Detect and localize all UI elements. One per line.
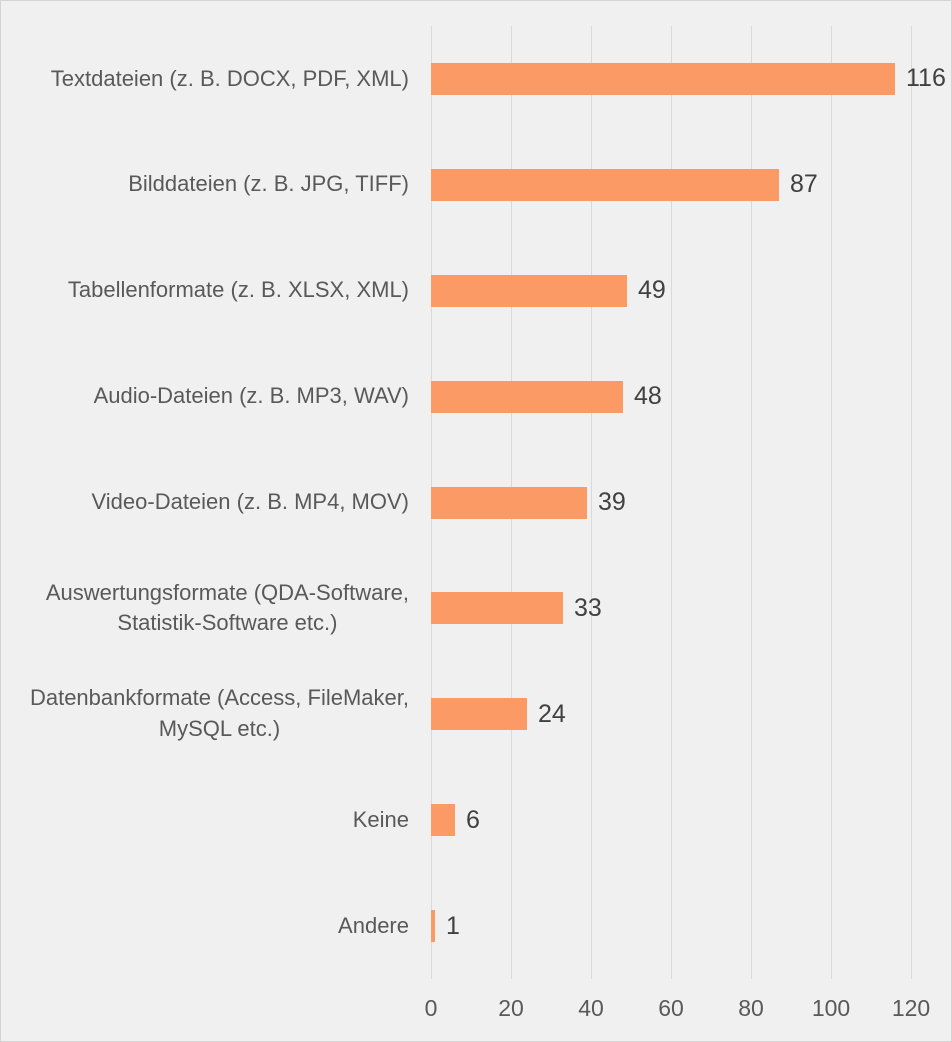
bar [431, 592, 563, 625]
chart-row: Andere 1 [1, 873, 951, 979]
category-label: Auswertungsformate (QDA-Software, Statis… [45, 579, 409, 636]
x-tick-label: 20 [498, 995, 524, 1021]
chart-row: Auswertungsformate (QDA-Software, Statis… [1, 555, 951, 661]
category-label-cell: Tabellenformate (z. B. XLSX, XML) [1, 275, 431, 306]
bar-track: 49 [431, 238, 951, 344]
bar [431, 274, 627, 307]
bar-track: 33 [431, 555, 951, 661]
bar-track: 87 [431, 132, 951, 238]
value-label: 87 [790, 170, 818, 199]
gridline [911, 26, 912, 979]
gridline [671, 26, 672, 979]
chart-row: Datenbankformate (Access, FileMaker, MyS… [1, 661, 951, 767]
value-label: 33 [574, 593, 602, 622]
value-label: 6 [466, 805, 480, 834]
bar [431, 910, 435, 943]
category-label: Video-Dateien (z. B. MP4, MOV) [91, 489, 410, 515]
value-label: 49 [638, 276, 666, 305]
category-label: Bilddateien (z. B. JPG, TIFF) [128, 171, 409, 197]
category-label-cell: Keine [1, 805, 431, 836]
chart-row: Tabellenformate (z. B. XLSX, XML) 49 [1, 238, 951, 344]
x-tick-label: 100 [811, 995, 851, 1021]
x-tick-label: 120 [891, 995, 931, 1021]
category-label: Textdateien (z. B. DOCX, PDF, XML) [50, 65, 409, 91]
bar [431, 486, 587, 519]
chart-row: Keine 6 [1, 767, 951, 873]
chart-row: Video-Dateien (z. B. MP4, MOV) 39 [1, 450, 951, 556]
value-label: 116 [906, 64, 946, 93]
value-label: 1 [446, 911, 460, 940]
bar-track: 6 [431, 767, 951, 873]
x-axis: 0 20 40 60 80 100 120 [425, 979, 951, 1041]
category-label: Tabellenformate (z. B. XLSX, XML) [67, 277, 409, 303]
bar-track: 1 [431, 873, 951, 979]
gridline [591, 26, 592, 979]
value-label: 24 [538, 699, 566, 728]
x-tick-label: 0 [424, 995, 438, 1021]
chart-row: Bilddateien (z. B. JPG, TIFF) 87 [1, 132, 951, 238]
category-label-cell: Auswertungsformate (QDA-Software, Statis… [1, 578, 431, 640]
category-label: Audio-Dateien (z. B. MP3, WAV) [93, 383, 409, 409]
gridline [831, 26, 832, 979]
category-label: Keine [352, 806, 409, 832]
x-tick-label: 60 [658, 995, 684, 1021]
category-label: Andere [338, 912, 409, 938]
bar [431, 804, 455, 837]
bar-track: 24 [431, 661, 951, 767]
category-label: Datenbankformate (Access, FileMaker, MyS… [29, 685, 409, 742]
bar-track: 39 [431, 450, 951, 556]
category-label-cell: Bilddateien (z. B. JPG, TIFF) [1, 169, 431, 200]
category-label-cell: Audio-Dateien (z. B. MP3, WAV) [1, 381, 431, 412]
category-label-cell: Textdateien (z. B. DOCX, PDF, XML) [1, 64, 431, 95]
category-label-cell: Datenbankformate (Access, FileMaker, MyS… [1, 683, 431, 745]
x-tick-label: 80 [738, 995, 764, 1021]
gridline [751, 26, 752, 979]
chart-row: Audio-Dateien (z. B. MP3, WAV) 48 [1, 344, 951, 450]
category-label-cell: Video-Dateien (z. B. MP4, MOV) [1, 487, 431, 518]
chart-rows: Textdateien (z. B. DOCX, PDF, XML) 116 Bil… [1, 26, 951, 979]
bar [431, 62, 895, 95]
bar-track: 48 [431, 344, 951, 450]
x-tick-label: 40 [578, 995, 604, 1021]
value-label: 48 [634, 382, 662, 411]
chart-row: Textdateien (z. B. DOCX, PDF, XML) 116 [1, 26, 951, 132]
bar [431, 168, 779, 201]
bar-track: 116 [431, 26, 951, 132]
bar [431, 698, 527, 731]
bar [431, 380, 623, 413]
value-label: 39 [598, 488, 626, 516]
category-label-cell: Andere [1, 911, 431, 942]
